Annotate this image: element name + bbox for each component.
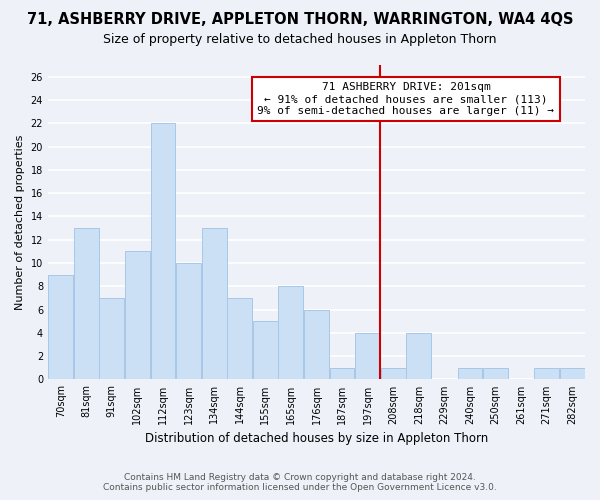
Bar	[381, 368, 406, 380]
Bar	[176, 263, 201, 380]
Bar	[458, 368, 482, 380]
Text: Contains HM Land Registry data © Crown copyright and database right 2024.
Contai: Contains HM Land Registry data © Crown c…	[103, 473, 497, 492]
Bar	[406, 333, 431, 380]
Bar	[329, 368, 355, 380]
Bar	[74, 228, 98, 380]
Text: 71 ASHBERRY DRIVE: 201sqm
← 91% of detached houses are smaller (113)
9% of semi-: 71 ASHBERRY DRIVE: 201sqm ← 91% of detac…	[257, 82, 554, 116]
Bar	[560, 368, 584, 380]
Text: Size of property relative to detached houses in Appleton Thorn: Size of property relative to detached ho…	[103, 32, 497, 46]
Bar	[100, 298, 124, 380]
Bar	[278, 286, 303, 380]
Text: 71, ASHBERRY DRIVE, APPLETON THORN, WARRINGTON, WA4 4QS: 71, ASHBERRY DRIVE, APPLETON THORN, WARR…	[27, 12, 573, 28]
Bar	[355, 333, 380, 380]
Bar	[483, 368, 508, 380]
Bar	[253, 321, 278, 380]
Bar	[304, 310, 329, 380]
Bar	[202, 228, 227, 380]
X-axis label: Distribution of detached houses by size in Appleton Thorn: Distribution of detached houses by size …	[145, 432, 488, 445]
Bar	[227, 298, 252, 380]
Y-axis label: Number of detached properties: Number of detached properties	[15, 134, 25, 310]
Bar	[125, 252, 150, 380]
Bar	[151, 123, 175, 380]
Bar	[534, 368, 559, 380]
Bar	[49, 274, 73, 380]
